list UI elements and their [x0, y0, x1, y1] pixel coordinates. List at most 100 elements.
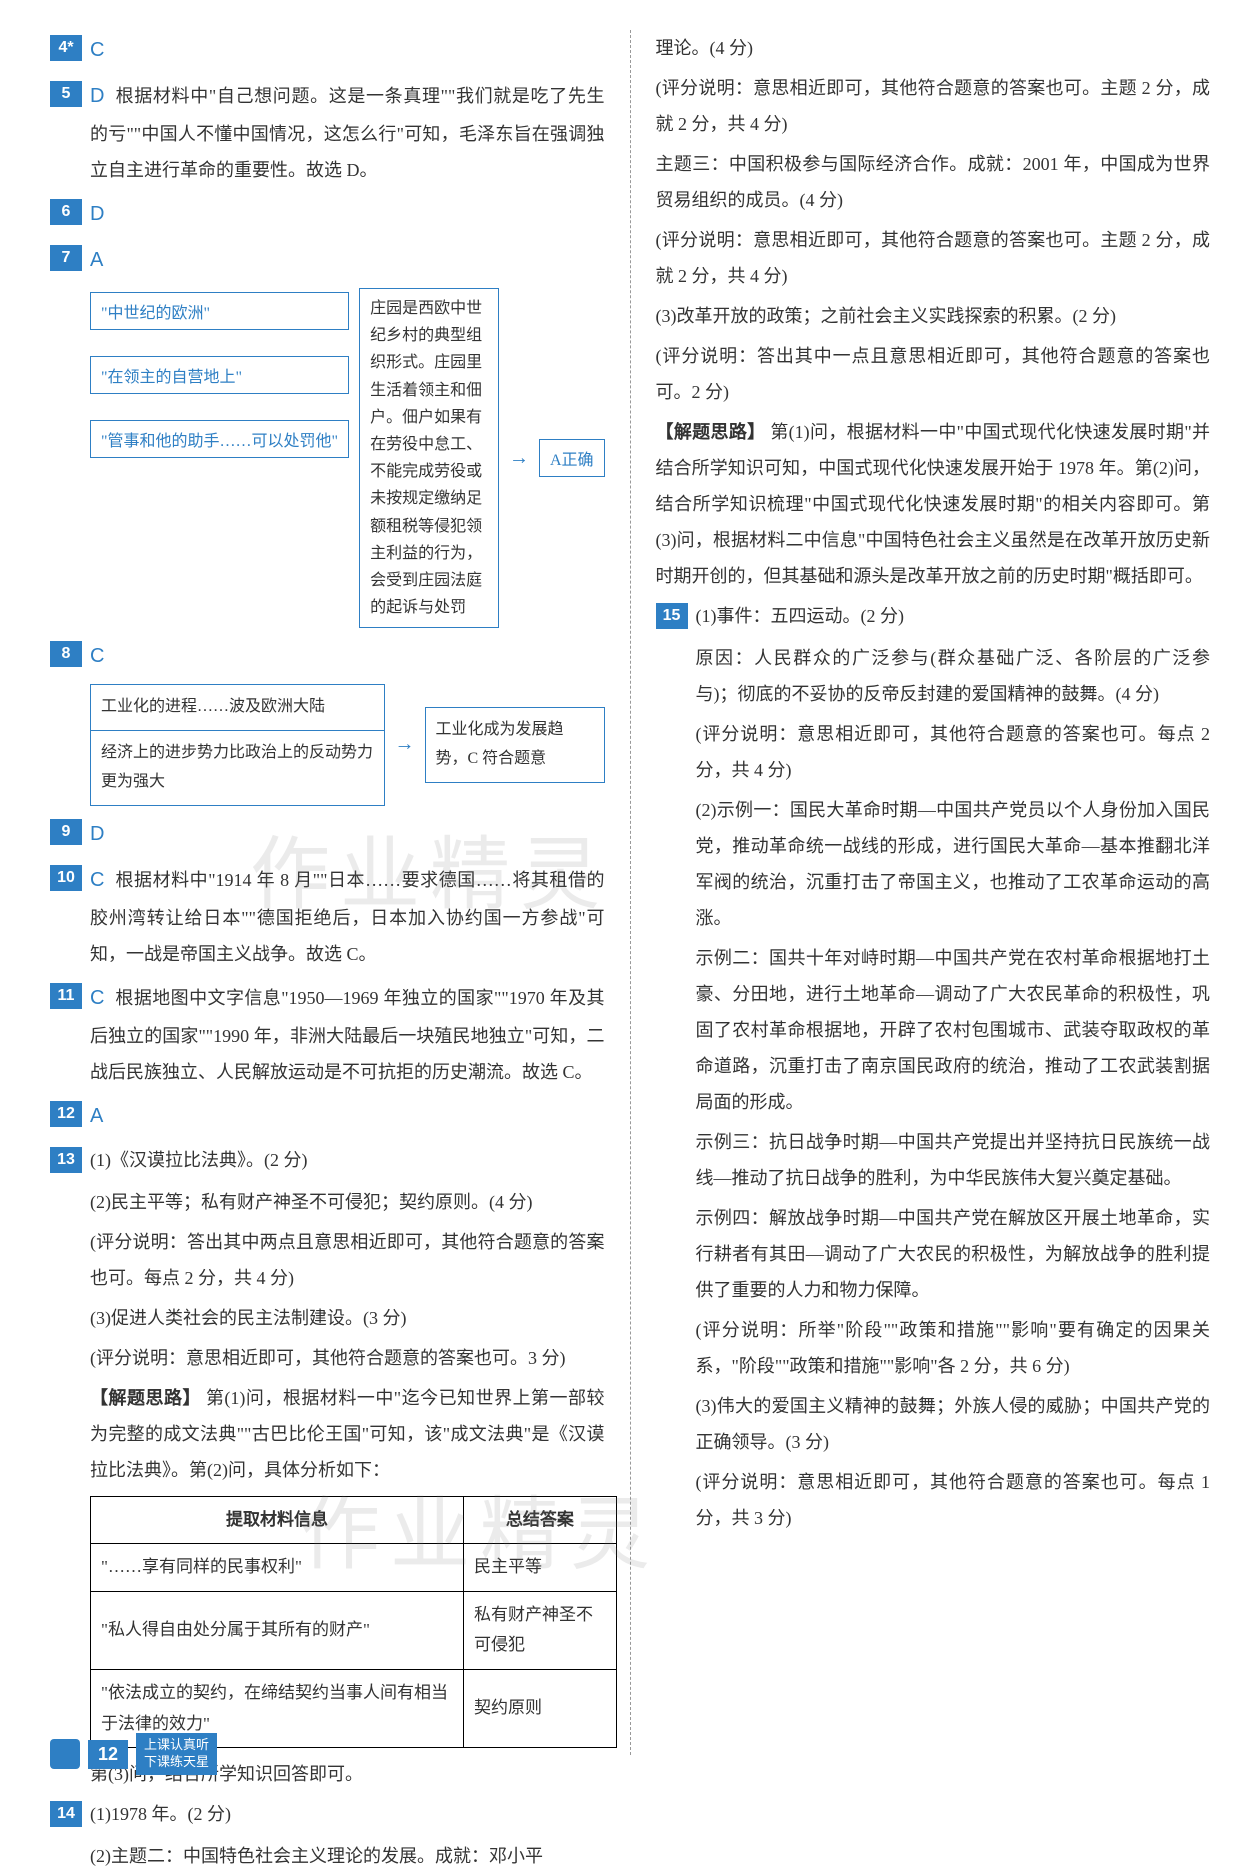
- q-ans-6: D: [90, 194, 104, 234]
- q-num-15: 15: [656, 603, 688, 629]
- diagram-box: "中世纪的欧洲": [90, 292, 349, 330]
- arrow-icon: →: [509, 447, 529, 470]
- right-column: 理论。(4 分) (评分说明：意思相近即可，其他符合题意的答案也可。主题 2 分…: [631, 30, 1211, 1755]
- q-num-9: 9: [50, 819, 82, 845]
- q-text-11: C 根据地图中文字信息"1950—1969 年独立的国家""1970 年及其后独…: [90, 978, 605, 1090]
- q14-cont: (评分说明：意思相近即可，其他符合题意的答案也可。主题 2 分，成就 2 分，共…: [656, 222, 1211, 294]
- question-9: 9 D: [50, 814, 605, 854]
- q15-part: 原因：人民群众的广泛参与(群众基础广泛、各阶层的广泛参与)；彻底的不妥协的反帝反…: [696, 640, 1211, 712]
- q14-cont: 主题三：中国积极参与国际经济合作。成就：2001 年，中国成为世界贸易组织的成员…: [656, 146, 1211, 218]
- question-14: 14 (1)1978 年。(2 分): [50, 1796, 605, 1832]
- q15-part: 示例四：解放战争时期—中国共产党在解放区开展土地革命，实行耕者有其田—调动了广大…: [696, 1200, 1211, 1308]
- table-row: "……享有同样的民事权利" 民主平等: [91, 1544, 617, 1592]
- footer-logo-icon: [50, 1739, 80, 1769]
- q14-part-1: (1)1978 年。(2 分): [90, 1796, 605, 1832]
- q-body-11: 根据地图中文字信息"1950—1969 年独立的国家""1970 年及其后独立的…: [90, 988, 605, 1082]
- question-7: 7 A: [50, 240, 605, 280]
- table-header-row: 提取材料信息 总结答案: [91, 1496, 617, 1544]
- question-6: 6 D: [50, 194, 605, 234]
- question-8: 8 C: [50, 636, 605, 676]
- diagram-result: A正确: [539, 439, 605, 477]
- q-ans-11: C: [90, 987, 104, 1009]
- diagram-q7: "中世纪的欧洲" "在领主的自营地上" "管事和他的助手……可以处罚他" 庄园是…: [90, 288, 605, 628]
- table-cell: 民主平等: [464, 1544, 617, 1592]
- q15-part: (3)伟大的爱国主义精神的鼓舞；外族人侵的威胁；中国共产党的正确领导。(3 分): [696, 1388, 1211, 1460]
- slogan-line2: 下课练天星: [144, 1754, 209, 1769]
- solution-text: 第(1)问，根据材料一中"中国式现代化快速发展时期"并结合所学知识可知，中国式现…: [656, 422, 1211, 586]
- q-ans-8: C: [90, 636, 104, 676]
- q-body-10: 根据材料中"1914 年 8 月""日本……要求德国……将其租借的胶州湾转让给日…: [90, 870, 605, 964]
- q-ans-10: C: [90, 869, 104, 891]
- q15-part: (2)示例一：国民大革命时期—中国共产党员以个人身份加入国民党，推动革命统一战线…: [696, 792, 1211, 936]
- solution-label: 【解题思路】: [656, 422, 766, 442]
- arrow-icon: →: [395, 733, 415, 756]
- question-11: 11 C 根据地图中文字信息"1950—1969 年独立的国家""1970 年及…: [50, 978, 605, 1090]
- q13-solution: 【解题思路】 第(1)问，根据材料一中"迄今已知世界上第一部较为完整的成文法典"…: [90, 1380, 605, 1488]
- page-content: 4* C 5 D 根据材料中"自己想问题。这是一条真理""我们就是吃了先生的亏"…: [50, 30, 1210, 1755]
- q-ans-9: D: [90, 814, 104, 854]
- question-5: 5 D 根据材料中"自己想问题。这是一条真理""我们就是吃了先生的亏""中国人不…: [50, 76, 605, 188]
- q15-part-1: (1)事件：五四运动。(2 分): [696, 598, 1211, 634]
- q13-part: (2)民主平等；私有财产神圣不可侵犯；契约原则。(4 分): [90, 1184, 605, 1220]
- q-ans-12: A: [90, 1096, 103, 1136]
- q-ans-7: A: [90, 240, 103, 280]
- table-header: 总结答案: [464, 1496, 617, 1544]
- left-column: 4* C 5 D 根据材料中"自己想问题。这是一条真理""我们就是吃了先生的亏"…: [50, 30, 631, 1755]
- q-num-8: 8: [50, 641, 82, 667]
- diagram-mid-text: 庄园是西欧中世纪乡村的典型组织形式。庄园里生活着领主和佃户。佃户如果有在劳役中怠…: [359, 288, 499, 628]
- q14-cont: (3)改革开放的政策；之前社会主义实践探索的积累。(2 分): [656, 298, 1211, 334]
- q15-part: (评分说明：意思相近即可，其他符合题意的答案也可。每点 2 分，共 4 分): [696, 716, 1211, 788]
- q14-cont: (评分说明：意思相近即可，其他符合题意的答案也可。主题 2 分，成就 2 分，共…: [656, 70, 1211, 142]
- diagram-q8: 工业化的进程……波及欧洲大陆 经济上的进步势力比政治上的反动势力更为强大 → 工…: [90, 684, 605, 805]
- diagram-q7-mid: 庄园是西欧中世纪乡村的典型组织形式。庄园里生活着领主和佃户。佃户如果有在劳役中怠…: [359, 288, 499, 628]
- q-num-7: 7: [50, 245, 82, 271]
- table-cell: "……享有同样的民事权利": [91, 1544, 464, 1592]
- diagram-q7-left: "中世纪的欧洲" "在领主的自营地上" "管事和他的助手……可以处罚他": [90, 288, 349, 462]
- diagram-box: 工业化的进程……波及欧洲大陆: [90, 684, 385, 730]
- q-num-4: 4*: [50, 35, 82, 61]
- q-text-10: C 根据材料中"1914 年 8 月""日本……要求德国……将其租借的胶州湾转让…: [90, 860, 605, 972]
- q-num-10: 10: [50, 865, 82, 891]
- q14-solution: 【解题思路】 第(1)问，根据材料一中"中国式现代化快速发展时期"并结合所学知识…: [656, 414, 1211, 594]
- question-4: 4* C: [50, 30, 605, 70]
- solution-label: 【解题思路】: [90, 1388, 201, 1408]
- q-body-5: 根据材料中"自己想问题。这是一条真理""我们就是吃了先生的亏""中国人不懂中国情…: [90, 86, 605, 180]
- q15-part: (评分说明：意思相近即可，其他符合题意的答案也可。每点 1 分，共 3 分): [696, 1464, 1211, 1536]
- table-header: 提取材料信息: [91, 1496, 464, 1544]
- q-num-13: 13: [50, 1147, 82, 1173]
- q-num-14: 14: [50, 1801, 82, 1827]
- diagram-box: "管事和他的助手……可以处罚他": [90, 420, 349, 458]
- question-10: 10 C 根据材料中"1914 年 8 月""日本……要求德国……将其租借的胶州…: [50, 860, 605, 972]
- q15-part: (评分说明：所举"阶段""政策和措施""影响"要有确定的因果关系，"阶段""政策…: [696, 1312, 1211, 1384]
- diagram-box: "在领主的自营地上": [90, 356, 349, 394]
- diagram-box: 经济上的进步势力比政治上的反动势力更为强大: [90, 730, 385, 806]
- q-text-5: D 根据材料中"自己想问题。这是一条真理""我们就是吃了先生的亏""中国人不懂中…: [90, 76, 605, 188]
- question-13: 13 (1)《汉谟拉比法典》。(2 分): [50, 1142, 605, 1178]
- q13-part: (评分说明：意思相近即可，其他符合题意的答案也可。3 分): [90, 1340, 605, 1376]
- q-ans-5: D: [90, 85, 104, 107]
- page-number: 12: [88, 1740, 128, 1769]
- table-cell: 契约原则: [464, 1670, 617, 1748]
- q15-part: 示例三：抗日战争时期—中国共产党提出并坚持抗日民族统一战线—推动了抗日战争的胜利…: [696, 1124, 1211, 1196]
- q-num-12: 12: [50, 1101, 82, 1127]
- question-15: 15 (1)事件：五四运动。(2 分): [656, 598, 1211, 634]
- table-q13: 提取材料信息 总结答案 "……享有同样的民事权利" 民主平等 "私人得自由处分属…: [90, 1496, 617, 1749]
- table-row: "私人得自由处分属于其所有的财产" 私有财产神圣不可侵犯: [91, 1591, 617, 1669]
- q14-cont: (评分说明：答出其中一点且意思相近即可，其他符合题意的答案也可。2 分): [656, 338, 1211, 410]
- table-cell: 私有财产神圣不可侵犯: [464, 1591, 617, 1669]
- q13-part: (评分说明：答出其中两点且意思相近即可，其他符合题意的答案也可。每点 2 分，共…: [90, 1224, 605, 1296]
- q-num-11: 11: [50, 983, 82, 1009]
- q14-part-2: (2)主题二：中国特色社会主义理论的发展。成就：邓小平: [90, 1838, 605, 1874]
- q15-part: 示例二：国共十年对峙时期—中国共产党在农村革命根据地打土豪、分田地，进行土地革命…: [696, 940, 1211, 1120]
- question-12: 12 A: [50, 1096, 605, 1136]
- q14-cont: 理论。(4 分): [656, 30, 1211, 66]
- q13-part: (3)促进人类社会的民主法制建设。(3 分): [90, 1300, 605, 1336]
- diagram-box: 工业化成为发展趋势，C 符合题意: [425, 707, 605, 783]
- q-ans-4: C: [90, 30, 104, 70]
- q-text-13-1: (1)《汉谟拉比法典》。(2 分): [90, 1142, 605, 1178]
- q-num-6: 6: [50, 199, 82, 225]
- table-cell: "私人得自由处分属于其所有的财产": [91, 1591, 464, 1669]
- page-footer: 12 上课认真听 下课练天星: [50, 1733, 217, 1775]
- q-num-5: 5: [50, 81, 82, 107]
- footer-slogan: 上课认真听 下课练天星: [136, 1733, 217, 1775]
